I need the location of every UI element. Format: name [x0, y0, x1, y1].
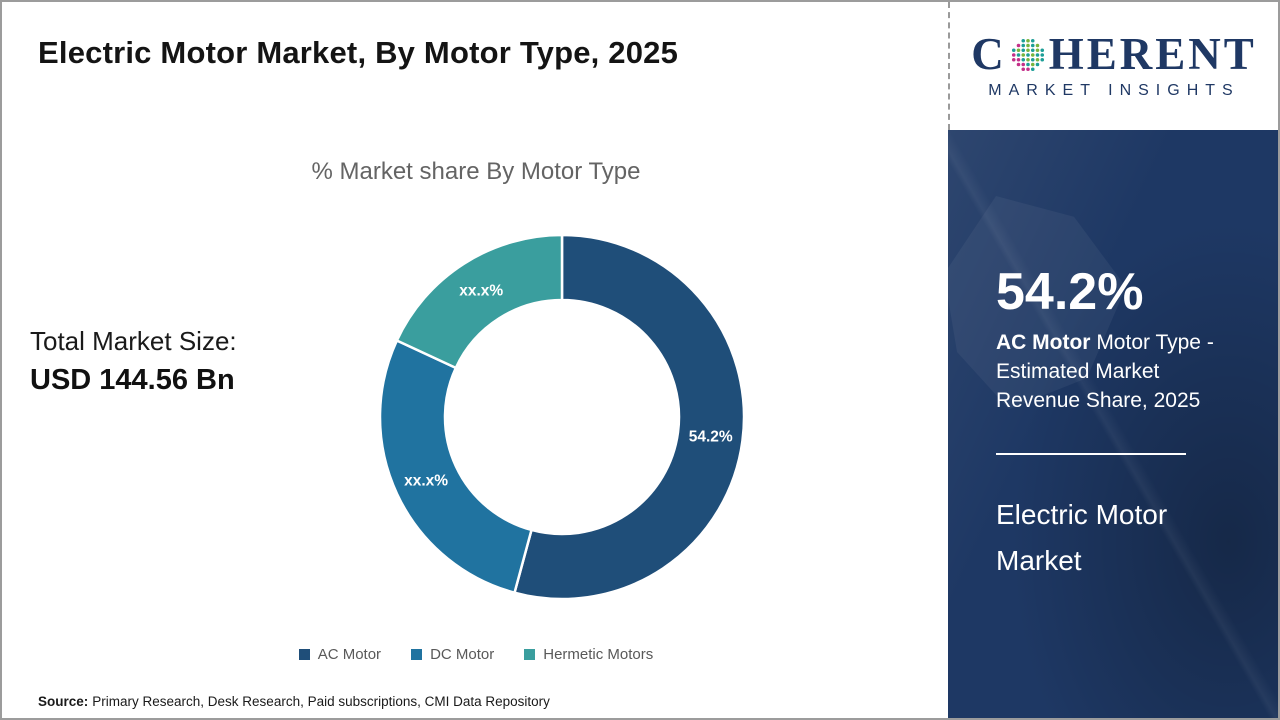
donut-segment-ac-motor	[512, 233, 746, 601]
legend-item-hermetic-motors: Hermetic Motors	[524, 646, 653, 663]
sidebar-divider	[996, 453, 1186, 455]
legend-item-dc-motor: DC Motor	[411, 646, 494, 663]
logo-subtitle: MARKET INSIGHTS	[988, 82, 1240, 99]
legend-item-ac-motor: AC Motor	[298, 646, 382, 663]
chart-title: % Market share By Motor Type	[311, 158, 641, 185]
legend-label: Hermetic Motors	[543, 646, 654, 663]
source-label: Source:	[38, 694, 89, 709]
highlight-stat-description: AC Motor Motor Type - Estimated Market R…	[996, 328, 1218, 415]
legend-swatch-icon	[524, 649, 536, 660]
sidebar-market-name: Electric Motor Market	[996, 499, 1168, 576]
legend-swatch-icon	[298, 649, 310, 660]
logo-letter-c: C	[971, 29, 1007, 79]
logo-wordmark: C HERENT	[971, 32, 1257, 77]
chart-legend: AC Motor DC Motor Hermetic Motors	[2, 646, 950, 663]
donut-segment-hermetic-motors	[395, 233, 564, 370]
legend-label: DC Motor	[430, 646, 495, 663]
total-market-size-block: Total Market Size: USD 144.56 Bn	[30, 326, 237, 397]
globe-icon	[1011, 38, 1044, 71]
highlight-stat-segment: AC Motor	[996, 331, 1091, 354]
donut-segment-dc-motor	[378, 338, 534, 595]
source-text: Primary Research, Desk Research, Paid su…	[92, 694, 550, 709]
company-logo: C HERENT MARKET INSIGHTS	[948, 2, 1278, 130]
legend-swatch-icon	[411, 649, 423, 660]
donut-chart: 54.2% xx.x% xx.x%	[378, 233, 746, 601]
legend-label: AC Motor	[317, 646, 382, 663]
highlight-sidebar: 54.2% AC Motor Motor Type - Estimated Ma…	[948, 130, 1278, 718]
donut-label-hermetic-motors: xx.x%	[459, 283, 503, 300]
donut-label-ac-motor: 54.2%	[689, 429, 733, 446]
total-market-size-value: USD 144.56 Bn	[30, 364, 235, 396]
logo-word-rest: HERENT	[1048, 29, 1257, 79]
page-title: Electric Motor Market, By Motor Type, 20…	[38, 35, 679, 70]
total-market-size-label: Total Market Size:	[30, 326, 237, 356]
highlight-stat-rest: Motor Type - Estimated Market Revenue Sh…	[996, 331, 1214, 412]
donut-label-dc-motor: xx.x%	[404, 472, 448, 489]
source-note: Source: Primary Research, Desk Research, …	[38, 694, 550, 709]
highlight-stat-value: 54.2%	[996, 263, 1144, 321]
